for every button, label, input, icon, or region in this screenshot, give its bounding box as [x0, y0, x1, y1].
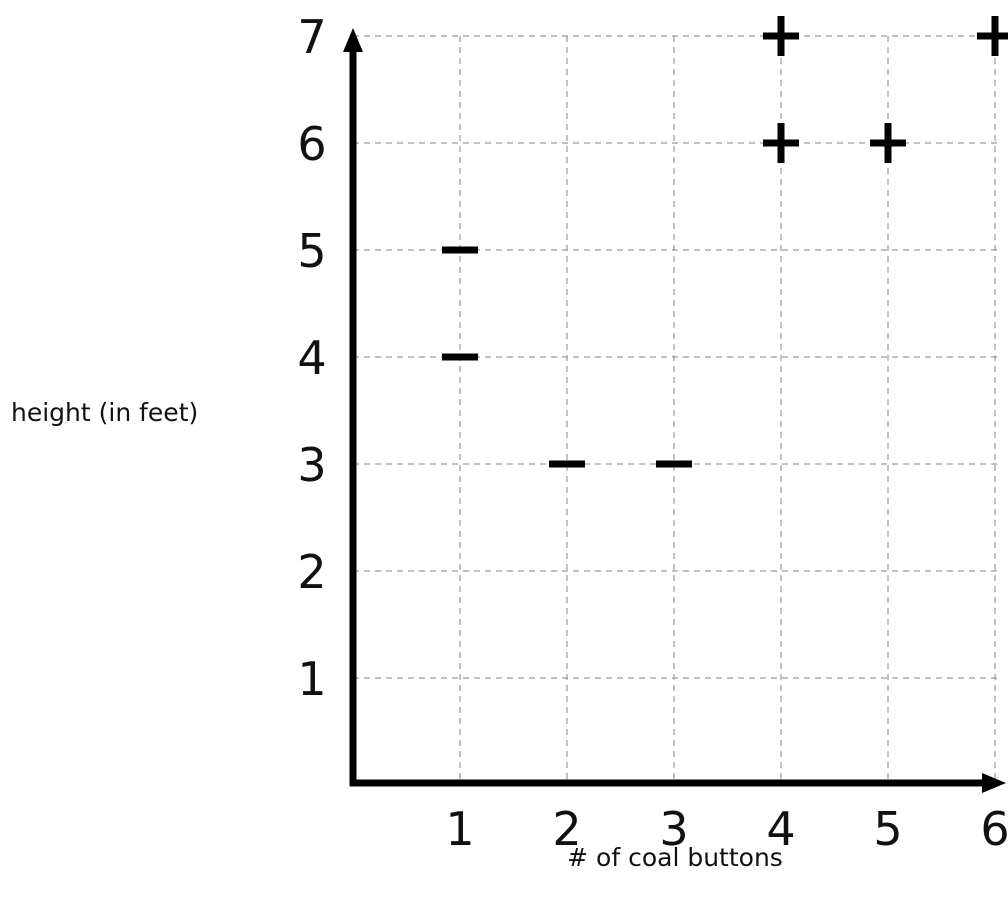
y-tick-label: 2 — [297, 545, 326, 599]
y-tick-label: 1 — [297, 652, 326, 706]
y-tick-label: 6 — [297, 117, 326, 171]
plus-marker — [870, 123, 906, 163]
y-tick-label: 3 — [297, 438, 326, 492]
plus-marker — [763, 123, 799, 163]
x-tick-label: 2 — [552, 802, 581, 856]
y-axis-arrowhead — [343, 28, 363, 52]
grid — [353, 35, 997, 785]
y-tick-label: 4 — [297, 331, 326, 385]
data-points — [442, 16, 1008, 468]
plus-marker — [763, 16, 799, 56]
x-axis-arrowhead — [982, 773, 1006, 793]
y-tick-label: 5 — [297, 224, 326, 278]
x-tick-label: 5 — [873, 802, 902, 856]
x-tick-label: 3 — [659, 802, 688, 856]
y-axis-title: height (in feet) — [11, 398, 198, 427]
x-axis-title: # of coal buttons — [567, 843, 783, 872]
x-tick-label: 4 — [766, 802, 795, 856]
x-tick-label: 6 — [980, 802, 1008, 856]
x-tick-label: 1 — [445, 802, 474, 856]
y-tick-label: 7 — [297, 10, 326, 64]
plus-marker — [977, 16, 1008, 56]
axes — [343, 28, 1006, 793]
tick-labels: 1 2 3 4 5 6 1 2 3 4 5 6 7 — [297, 10, 1008, 856]
